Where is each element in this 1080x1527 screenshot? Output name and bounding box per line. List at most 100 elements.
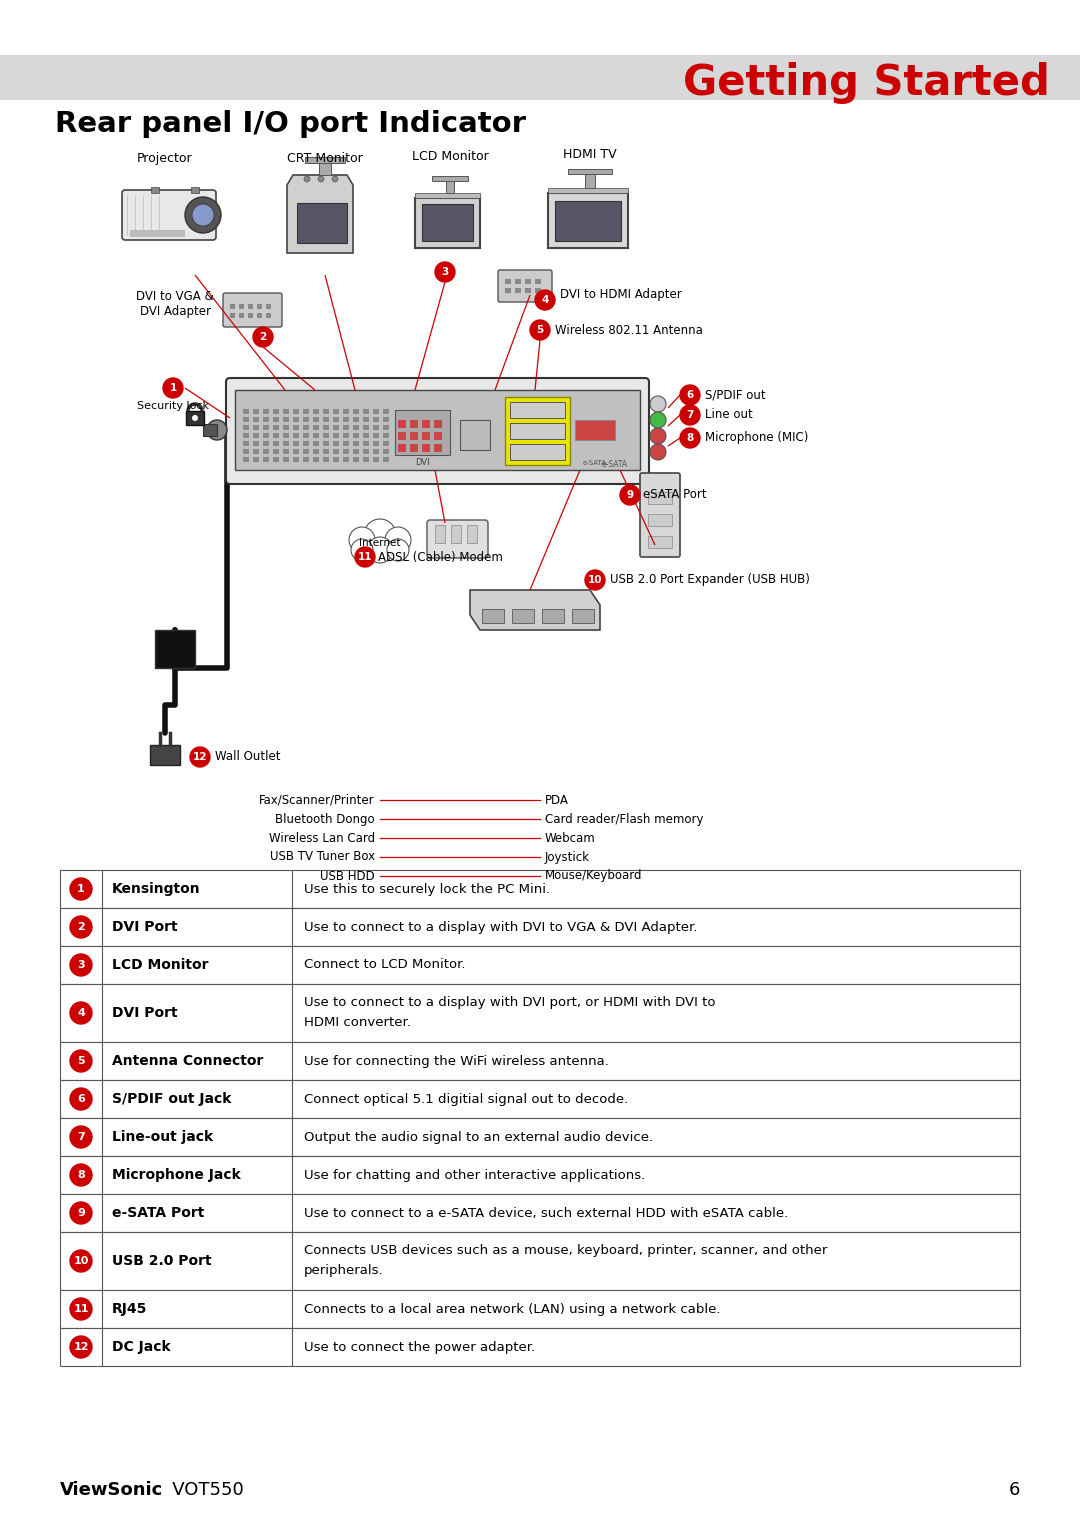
Text: e-SATA: e-SATA xyxy=(602,460,629,469)
Bar xyxy=(363,409,369,414)
Bar xyxy=(343,417,349,421)
Text: Connect optical 5.1 digitial signal out to decode.: Connect optical 5.1 digitial signal out … xyxy=(303,1092,629,1106)
Bar xyxy=(60,1080,1020,1118)
Bar xyxy=(383,449,389,454)
Circle shape xyxy=(585,570,605,589)
Bar xyxy=(264,425,269,431)
Bar xyxy=(422,420,430,428)
Bar xyxy=(451,525,461,544)
Circle shape xyxy=(253,327,273,347)
Bar xyxy=(243,457,249,463)
Bar xyxy=(283,441,289,446)
Circle shape xyxy=(70,1089,92,1110)
Bar xyxy=(410,444,418,452)
Bar xyxy=(257,304,262,308)
Bar xyxy=(323,457,329,463)
Circle shape xyxy=(620,486,640,505)
Bar xyxy=(230,313,235,318)
Bar xyxy=(243,449,249,454)
Circle shape xyxy=(70,878,92,899)
Text: Wireless 802.11 Antenna: Wireless 802.11 Antenna xyxy=(555,324,703,336)
Bar xyxy=(293,449,299,454)
Text: VOT550: VOT550 xyxy=(156,1481,244,1500)
Text: 2: 2 xyxy=(77,922,85,931)
Bar xyxy=(303,449,309,454)
Circle shape xyxy=(70,954,92,976)
Bar xyxy=(333,417,339,421)
Bar xyxy=(313,409,319,414)
Bar xyxy=(230,304,235,308)
Bar xyxy=(323,449,329,454)
Text: 6: 6 xyxy=(1009,1481,1020,1500)
Bar xyxy=(303,425,309,431)
Circle shape xyxy=(530,321,550,341)
Text: 3: 3 xyxy=(77,960,85,970)
Bar xyxy=(575,420,615,440)
Circle shape xyxy=(70,1051,92,1072)
Bar xyxy=(253,441,259,446)
Bar xyxy=(303,457,309,463)
Bar xyxy=(303,409,309,414)
Bar xyxy=(283,434,289,438)
Circle shape xyxy=(650,412,666,428)
Bar xyxy=(363,441,369,446)
Bar xyxy=(313,457,319,463)
Bar xyxy=(60,1156,1020,1194)
Text: DVI to HDMI Adapter: DVI to HDMI Adapter xyxy=(561,289,681,301)
Bar xyxy=(150,745,180,765)
Bar xyxy=(585,174,595,188)
Circle shape xyxy=(650,444,666,460)
Bar xyxy=(333,434,339,438)
Bar xyxy=(343,425,349,431)
Bar xyxy=(648,515,672,525)
Bar xyxy=(273,409,279,414)
Bar xyxy=(333,449,339,454)
Bar xyxy=(446,182,454,192)
Bar xyxy=(293,425,299,431)
Circle shape xyxy=(332,176,338,182)
Bar xyxy=(243,425,249,431)
Bar xyxy=(535,279,541,284)
Bar xyxy=(353,457,359,463)
Text: 4: 4 xyxy=(77,1008,85,1019)
Bar xyxy=(303,441,309,446)
Text: Use to connect to a display with DVI port, or HDMI with DVI to: Use to connect to a display with DVI por… xyxy=(303,996,715,1009)
FancyBboxPatch shape xyxy=(122,189,216,240)
Bar xyxy=(432,176,468,182)
Text: Bluetooth Dongo: Bluetooth Dongo xyxy=(275,812,375,826)
Bar xyxy=(482,609,504,623)
Bar xyxy=(373,449,379,454)
Text: DVI: DVI xyxy=(415,458,430,467)
Text: Connects USB devices such as a mouse, keyboard, printer, scanner, and other: Connects USB devices such as a mouse, ke… xyxy=(303,1245,827,1257)
Bar xyxy=(60,1041,1020,1080)
Text: Line out: Line out xyxy=(705,409,753,421)
Text: Mouse/Keyboard: Mouse/Keyboard xyxy=(545,869,643,883)
Circle shape xyxy=(303,176,310,182)
Bar xyxy=(648,492,672,504)
Circle shape xyxy=(650,428,666,444)
Bar xyxy=(373,457,379,463)
Text: Projector: Projector xyxy=(137,153,193,165)
Bar xyxy=(505,289,511,293)
Bar xyxy=(0,55,1080,99)
Bar xyxy=(253,434,259,438)
Text: CRT Monitor: CRT Monitor xyxy=(287,153,363,165)
Text: Output the audio signal to an external audio device.: Output the audio signal to an external a… xyxy=(303,1130,653,1144)
Bar xyxy=(548,188,627,192)
Text: RJ45: RJ45 xyxy=(112,1303,147,1316)
Bar xyxy=(383,441,389,446)
Text: 9: 9 xyxy=(626,490,634,499)
Bar xyxy=(264,441,269,446)
Bar xyxy=(235,389,640,470)
Bar xyxy=(525,279,531,284)
Bar xyxy=(572,609,594,623)
Bar xyxy=(535,289,541,293)
Text: Connects to a local area network (LAN) using a network cable.: Connects to a local area network (LAN) u… xyxy=(303,1303,720,1315)
Text: Antenna Connector: Antenna Connector xyxy=(112,1054,264,1067)
Bar xyxy=(243,434,249,438)
Bar xyxy=(186,411,204,425)
Circle shape xyxy=(70,1336,92,1358)
Text: DVI Port: DVI Port xyxy=(112,1006,177,1020)
Bar xyxy=(343,434,349,438)
Text: e-SATA Port: e-SATA Port xyxy=(112,1206,204,1220)
